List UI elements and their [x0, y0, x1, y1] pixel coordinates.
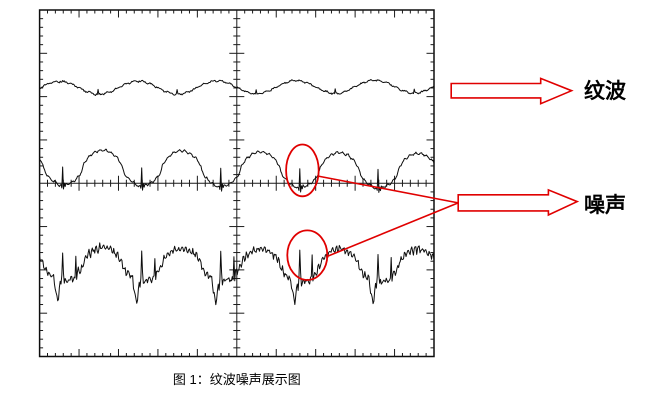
svg-text:纹波: 纹波	[584, 79, 627, 103]
svg-text:图 1：纹波噪声展示图: 图 1：纹波噪声展示图	[173, 372, 301, 387]
svg-text:噪声: 噪声	[584, 193, 626, 217]
